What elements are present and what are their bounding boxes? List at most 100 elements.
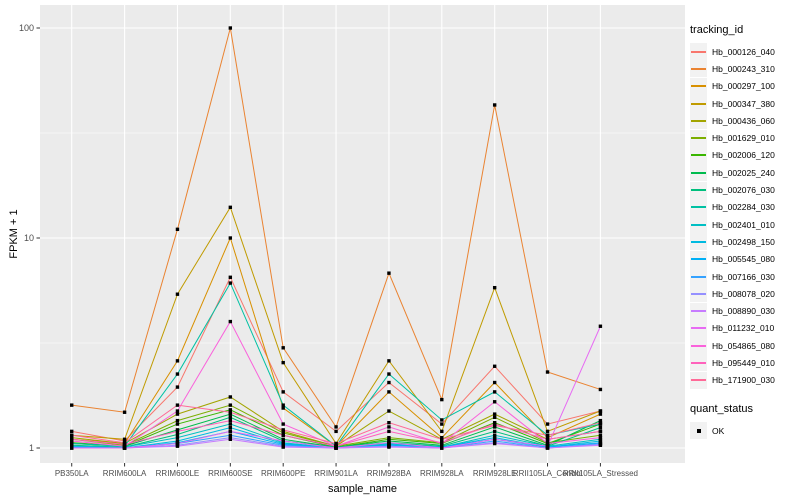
data-point [70, 403, 74, 407]
data-point [387, 439, 391, 443]
data-point [281, 403, 285, 407]
legend-entry-label: Hb_000126_040 [712, 46, 775, 57]
legend-entry-label: Hb_011232_010 [712, 323, 775, 334]
legend-entry-label: Hb_005545_080 [712, 254, 775, 265]
legend-entry-label: Hb_002401_010 [712, 219, 775, 230]
x-tick-label: PB350LA [55, 469, 89, 478]
data-point [440, 437, 444, 442]
data-point [545, 433, 550, 437]
data-point [545, 446, 550, 450]
data-point [440, 397, 444, 402]
plot-panel [40, 5, 685, 463]
data-point [598, 429, 603, 434]
data-point [228, 422, 233, 426]
data-point [545, 444, 550, 448]
y-tick-label: 100 [19, 23, 34, 33]
data-point [175, 441, 180, 446]
legend-entry: Hb_000436_060 [690, 112, 775, 130]
legend-key-line-icon [690, 112, 707, 130]
legend-entry: Hb_000126_040 [690, 43, 775, 61]
data-point [545, 370, 550, 374]
data-point [492, 412, 497, 416]
data-point [228, 236, 233, 240]
legend-key-line-icon [690, 95, 707, 113]
data-point [228, 410, 233, 414]
data-point [387, 429, 391, 434]
data-point [545, 437, 550, 442]
data-point [175, 292, 180, 296]
data-point [281, 346, 285, 350]
data-point [598, 443, 603, 448]
legend-key-line-icon [690, 233, 707, 251]
data-point [228, 205, 233, 210]
legend-entry: Hb_002076_030 [690, 181, 775, 199]
data-point [334, 441, 338, 446]
data-point [228, 415, 233, 420]
data-point [281, 431, 285, 435]
data-point [281, 428, 285, 432]
legend-entry-label: Hb_002025_240 [712, 167, 775, 178]
data-point [334, 425, 338, 429]
data-point [70, 441, 74, 446]
data-point [175, 439, 180, 443]
data-point [281, 390, 285, 394]
x-tick-label: RRIM928LE [473, 469, 517, 478]
legend-key-line-icon [690, 164, 707, 182]
data-point [281, 439, 285, 443]
data-point [492, 400, 497, 404]
legend-entry-label: Hb_000347_380 [712, 98, 775, 109]
data-point [440, 446, 444, 450]
data-point [334, 429, 338, 434]
legend-entry-label: Hb_007166_030 [712, 271, 775, 282]
legend-entry: Hb_011232_010 [690, 319, 775, 337]
data-point [70, 429, 74, 434]
legend-entry: Hb_000347_380 [690, 95, 775, 113]
data-point [281, 445, 285, 449]
data-point [70, 437, 74, 442]
legend-entry-label: Hb_171900_030 [712, 375, 775, 386]
data-point [387, 440, 391, 445]
legend-entry-label: Hb_000243_310 [712, 63, 775, 74]
x-tick-label: RRII105LA_Stressed [563, 469, 638, 478]
legend-entry-label: Hb_002076_030 [712, 185, 775, 196]
data-point [387, 425, 391, 429]
legend-key-line-icon [690, 337, 707, 355]
data-point [281, 406, 285, 410]
legend-entry-label: Hb_002498_150 [712, 236, 775, 247]
x-tick-label: RRIM928BA [367, 469, 412, 478]
legend-key-line-icon [690, 319, 707, 337]
data-point [598, 420, 603, 425]
data-point [492, 415, 497, 420]
x-tick-label: RRIM928LA [420, 469, 464, 478]
legend-entry: OK [690, 422, 775, 440]
data-point [492, 103, 497, 107]
data-point [492, 364, 497, 368]
data-point [492, 423, 497, 428]
x-tick-label: RRII105LA_Control [513, 469, 583, 478]
data-point [122, 440, 127, 445]
legend-key-line-icon [690, 198, 707, 216]
legend-entry-label: Hb_000297_100 [712, 81, 775, 92]
legend-entry: Hb_000243_310 [690, 60, 775, 78]
legend-entry-label: Hb_000436_060 [712, 115, 775, 126]
data-point [334, 444, 338, 448]
data-point [122, 446, 127, 450]
y-tick-label: 1 [29, 443, 34, 453]
legend-entry: Hb_002006_120 [690, 146, 775, 164]
legend-entry-label: Hb_008078_020 [712, 288, 775, 299]
legend-entry-label: Hb_002006_120 [712, 150, 775, 161]
legend-entry: Hb_008078_020 [690, 285, 775, 303]
legend-key-point-icon [690, 422, 707, 440]
data-point [228, 412, 233, 416]
data-point [228, 437, 233, 442]
data-point [228, 408, 233, 412]
legend-entry: Hb_000297_100 [690, 77, 775, 95]
data-point [228, 275, 233, 279]
legend-entry-label: OK [712, 425, 725, 436]
legend-key-line-icon [690, 77, 707, 95]
data-point [175, 435, 180, 440]
legend-key-line-icon [690, 216, 707, 234]
data-point [281, 433, 285, 437]
data-point [492, 380, 497, 385]
